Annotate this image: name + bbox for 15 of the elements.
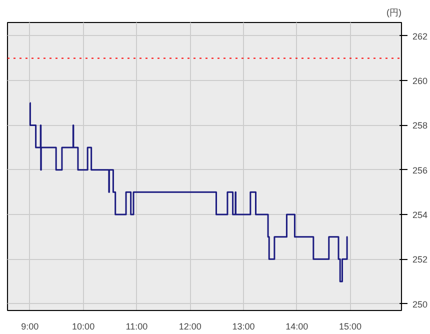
x-tick-label: 13:00 <box>232 322 255 332</box>
x-tick-label: 15:00 <box>338 322 362 332</box>
y-axis-title: (円) <box>386 8 402 18</box>
x-tick-label: 14:00 <box>286 322 308 332</box>
y-tick-label: 252 <box>412 254 428 265</box>
y-tick-label: 258 <box>412 120 428 131</box>
x-tick-label: 12:00 <box>178 322 202 332</box>
x-tick-label: 11:00 <box>126 322 148 332</box>
y-tick-label: 256 <box>412 165 428 176</box>
x-tick-label: 10:00 <box>72 322 95 332</box>
y-tick-label: 254 <box>412 210 428 220</box>
x-tick-label: 9:00 <box>21 322 39 332</box>
y-tick-label: 262 <box>412 31 428 42</box>
y-tick-label: 260 <box>412 76 428 86</box>
y-tick-label: 250 <box>412 299 428 310</box>
